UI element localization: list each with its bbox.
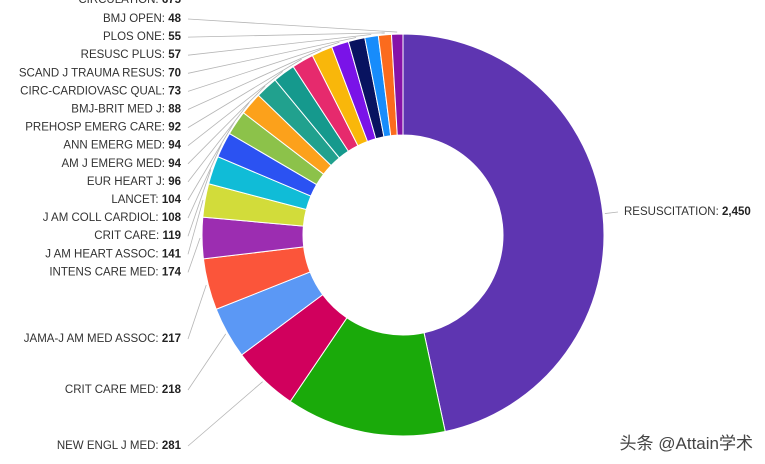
label-crit-care: CRIT CARE: 119 [94,230,181,242]
label-category: SCAND J TRAUMA RESUS: [19,67,168,79]
label-j-am-coll-cardiol: J AM COLL CARDIOL: 108 [43,212,182,224]
label-value: 119 [162,230,181,242]
leader-line [187,18,398,33]
label-category: J AM HEART ASSOC: [45,248,162,260]
label-category: CRIT CARE MED: [65,384,162,396]
leader-line [187,381,263,447]
label-value: 104 [162,194,182,206]
label-category: PREHOSP EMERG CARE: [25,122,168,134]
leader-line [187,32,385,38]
label-crit-care-med: CRIT CARE MED: 218 [65,384,182,396]
leader-line [187,102,250,183]
label-category: ANN EMERG MED: [63,140,168,152]
label-value: 2,450 [722,206,751,218]
label-value: 217 [162,333,181,345]
label-category: EUR HEART J: [87,176,168,188]
slice-resuscitation[interactable] [402,33,605,433]
leader-line [187,333,227,391]
label-category: RESUSC PLUS: [81,49,169,61]
label-resusc-plus: RESUSC PLUS: 57 [81,49,181,61]
label-category: CIRC-CARDIOVASC QUAL: [20,85,168,97]
leader-line [187,34,372,56]
leader-line [187,71,284,147]
label-category: PLOS ONE: [103,31,168,43]
label-plos-one: PLOS ONE: 55 [103,31,182,43]
leader-line [187,48,322,110]
label-value: 48 [168,13,181,25]
leader-line [187,37,357,74]
label-category: CIRCULATION: [78,0,162,6]
label-category: CRIT CARE: [94,230,162,242]
label-value: 94 [168,140,181,152]
label-circ-cardiovasc-qual: CIRC-CARDIOVASC QUAL: 73 [20,85,181,97]
label-value: 218 [162,384,182,396]
label-resuscitation: RESUSCITATION: 2,450 [624,206,751,218]
label-bmj-open: BMJ OPEN: 48 [103,13,182,25]
leader-line [187,121,235,201]
leader-line [187,199,204,255]
label-value: 88 [168,104,181,116]
label-am-j-emerg-med: AM J EMERG MED: 94 [62,158,182,170]
leader-line [187,237,201,273]
label-value: 675 [162,0,182,6]
label-value: 70 [168,67,181,79]
label-category: AM J EMERG MED: [62,158,169,170]
label-value: 96 [168,176,181,188]
label-value: 92 [168,122,181,134]
leader-line [187,85,266,165]
label-value: 94 [168,158,181,170]
label-value: 73 [168,85,181,97]
label-category: JAMA-J AM MED ASSOC: [24,333,162,345]
watermark: 头条 @Attain学术 [619,434,753,453]
label-prehosp-emerg-care: PREHOSP EMERG CARE: 92 [25,122,181,134]
leader-line [187,143,222,219]
label-category: BMJ-BRIT MED J: [71,104,168,116]
label-ann-emerg-med: ANN EMERG MED: 94 [63,140,181,152]
leader-line [187,41,340,92]
label-value: 281 [162,440,182,452]
label-scand-j-trauma-resus: SCAND J TRAUMA RESUS: 70 [19,67,181,79]
label-eur-heart-j: EUR HEART J: 96 [87,176,181,188]
label-lancet: LANCET: 104 [111,194,181,206]
label-category: BMJ OPEN: [103,13,168,25]
label-bmj-brit-med-j: BMJ-BRIT MED J: 88 [71,104,181,116]
label-category: J AM COLL CARDIOL: [43,212,162,224]
label-value: 108 [162,212,182,224]
label-intens-care-med: INTENS CARE MED: 174 [49,266,181,278]
label-value: 57 [168,49,181,61]
label-j-am-heart-assoc: J AM HEART ASSOC: 141 [45,248,181,260]
label-new-engl-j-med: NEW ENGL J MED: 281 [57,440,182,452]
label-category: RESUSCITATION: [624,206,722,218]
label-category: NEW ENGL J MED: [57,440,162,452]
label-category: INTENS CARE MED: [49,266,161,278]
slice-bmj-open[interactable] [390,33,404,136]
leader-line [604,211,619,214]
label-value: 55 [168,31,181,43]
leader-line [187,58,302,128]
label-category: LANCET: [111,194,162,206]
leader-line [187,169,212,237]
label-jama-j-am-med-assoc: JAMA-J AM MED ASSOC: 217 [24,333,181,345]
label-circulation: CIRCULATION: 675 [78,0,181,6]
leader-line-group [187,18,619,447]
label-value: 141 [162,248,182,260]
label-value: 174 [162,266,182,278]
leader-line [187,284,207,340]
slice-group [201,33,605,437]
